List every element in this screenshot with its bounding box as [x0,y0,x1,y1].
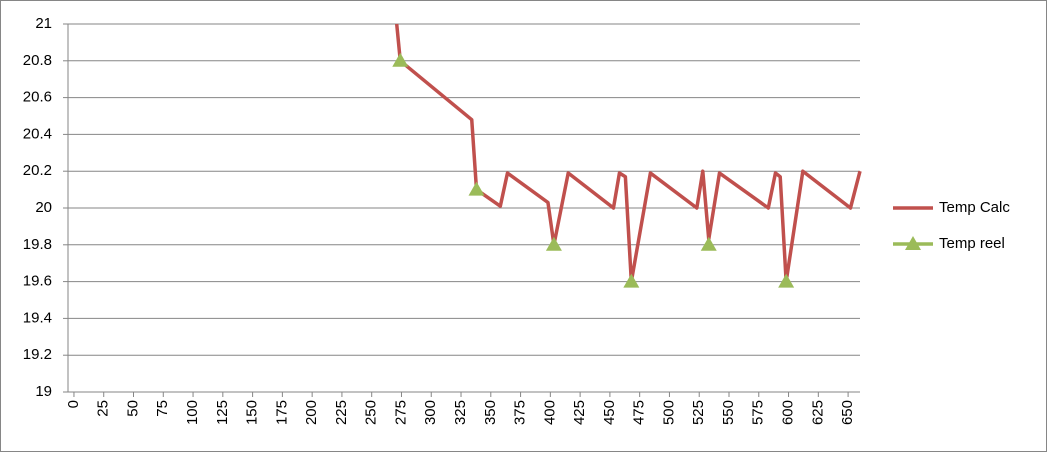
x-tick-label: 575 [750,400,767,425]
x-tick-label: 500 [660,400,677,425]
x-tick-label: 0 [65,400,82,408]
x-tick-label: 600 [780,400,797,425]
x-tick-label: 100 [184,400,201,425]
x-tick-label: 350 [482,400,499,425]
y-tick-label: 19.4 [23,309,52,326]
y-tick-label: 20 [35,199,52,216]
x-tick-label: 425 [571,400,588,425]
y-tick-label: 20.6 [23,89,52,106]
x-tick-label: 300 [422,400,439,425]
legend-label: Temp Calc [939,199,1010,216]
marker [700,236,717,251]
y-tick-label: 19.2 [23,346,52,363]
marker [778,273,795,288]
y-tick-label: 21 [35,15,52,32]
y-tick-label: 20.4 [23,125,52,142]
x-tick-label: 450 [601,400,618,425]
y-tick-label: 19.6 [23,273,52,290]
x-tick-label: 625 [809,400,826,425]
x-tick-label: 125 [214,400,231,425]
marker [468,181,485,196]
marker [545,236,562,251]
marker [392,52,409,67]
y-tick-label: 20.2 [23,162,52,179]
x-tick-label: 400 [541,400,558,425]
marker [623,273,640,288]
x-tick-label: 475 [631,400,648,425]
x-tick-label: 325 [452,400,469,425]
y-tick-label: 20.8 [23,52,52,69]
x-tick-label: 75 [154,400,171,417]
x-tick-label: 275 [392,400,409,425]
x-tick-label: 200 [303,400,320,425]
x-tick-label: 525 [690,400,707,425]
x-tick-label: 550 [720,400,737,425]
x-tick-label: 25 [95,400,112,417]
x-tick-label: 650 [839,400,856,425]
x-tick-label: 150 [244,400,261,425]
x-tick-label: 175 [273,400,290,425]
x-tick-label: 225 [333,400,350,425]
legend-marker [905,236,921,250]
y-tick-label: 19.8 [23,236,52,253]
x-tick-label: 375 [512,400,529,425]
x-tick-label: 50 [124,400,141,417]
legend-label: Temp reel [939,235,1005,252]
x-tick-label: 250 [363,400,380,425]
y-tick-label: 19 [35,383,52,400]
